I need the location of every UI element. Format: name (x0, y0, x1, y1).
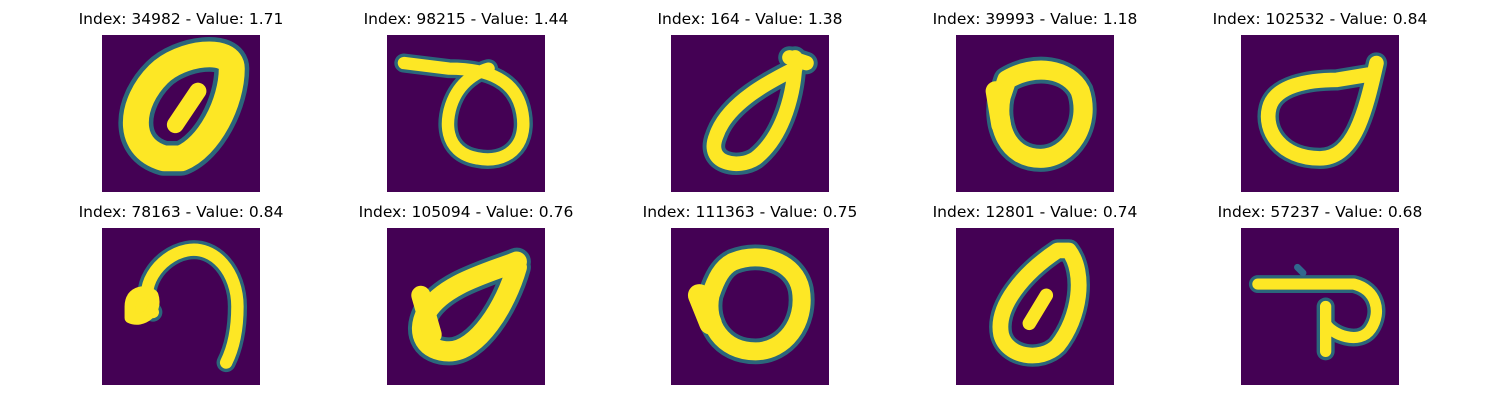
digit-image (671, 35, 829, 192)
digit-image (387, 35, 545, 192)
panel-title: Index: 98215 - Value: 1.44 (346, 10, 586, 28)
panel-title: Index: 164 - Value: 1.38 (630, 10, 870, 28)
panel-title: Index: 34982 - Value: 1.71 (61, 10, 301, 28)
digit-image (1241, 228, 1399, 385)
image-panel: Index: 111363 - Value: 0.75 (630, 203, 870, 393)
image-panel: Index: 34982 - Value: 1.71 (61, 10, 301, 200)
panel-title: Index: 78163 - Value: 0.84 (61, 203, 301, 221)
digit-image (1241, 35, 1399, 192)
image-panel: Index: 12801 - Value: 0.74 (915, 203, 1155, 393)
image-panel: Index: 98215 - Value: 1.44 (346, 10, 586, 200)
panel-title: Index: 111363 - Value: 0.75 (630, 203, 870, 221)
panel-title: Index: 105094 - Value: 0.76 (346, 203, 586, 221)
image-panel: Index: 39993 - Value: 1.18 (915, 10, 1155, 200)
image-panel: Index: 105094 - Value: 0.76 (346, 203, 586, 393)
panel-title: Index: 39993 - Value: 1.18 (915, 10, 1155, 28)
digit-image (387, 228, 545, 385)
digit-image (671, 228, 829, 385)
image-panel: Index: 57237 - Value: 0.68 (1200, 203, 1440, 393)
digit-image (956, 228, 1114, 385)
digit-image (102, 228, 260, 385)
digit-image (956, 35, 1114, 192)
panel-title: Index: 102532 - Value: 0.84 (1200, 10, 1440, 28)
panel-title: Index: 12801 - Value: 0.74 (915, 203, 1155, 221)
image-panel: Index: 164 - Value: 1.38 (630, 10, 870, 200)
panel-title: Index: 57237 - Value: 0.68 (1200, 203, 1440, 221)
image-panel: Index: 102532 - Value: 0.84 (1200, 10, 1440, 200)
digit-image (102, 35, 260, 192)
image-panel: Index: 78163 - Value: 0.84 (61, 203, 301, 393)
